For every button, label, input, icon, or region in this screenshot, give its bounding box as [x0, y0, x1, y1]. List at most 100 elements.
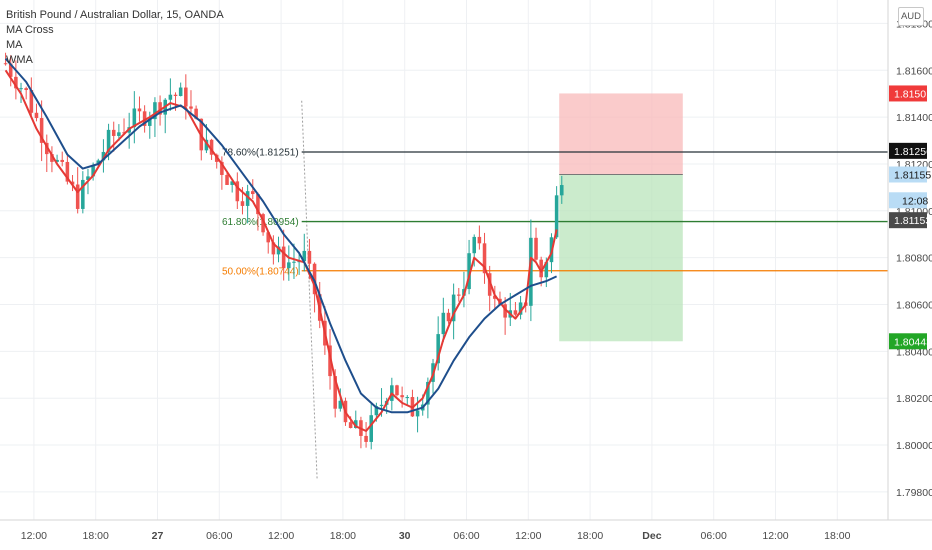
- candle-body: [560, 185, 564, 196]
- currency-button[interactable]: AUD: [898, 7, 924, 26]
- candle-body: [256, 194, 260, 215]
- x-tick-label: 18:00: [330, 530, 356, 542]
- candle-body: [240, 201, 245, 206]
- candle-body: [101, 151, 106, 161]
- candle-body: [137, 108, 142, 112]
- price-badge-label: 12:08: [902, 195, 928, 207]
- y-tick-label: 1.80800: [896, 253, 932, 265]
- candle-body: [312, 263, 317, 295]
- price-badge-label: 1.81155: [894, 170, 931, 182]
- price-badge-bg: [889, 333, 927, 350]
- candle-body: [379, 404, 384, 407]
- candle-body: [19, 88, 23, 90]
- chart-legend: British Pound / Australian Dollar, 15, O…: [6, 8, 224, 68]
- candle-body: [374, 406, 379, 416]
- take-profit-zone: [559, 174, 683, 342]
- candle-body: [395, 385, 399, 396]
- candle-body: [117, 132, 121, 136]
- x-tick-label: 18:00: [83, 530, 109, 542]
- candles: [3, 52, 564, 450]
- price-axis: [888, 0, 932, 550]
- candle-body: [287, 262, 291, 269]
- stop-loss-zone: [559, 93, 683, 175]
- candle-body: [50, 154, 54, 162]
- candle-body: [173, 94, 178, 96]
- candle-body: [235, 181, 240, 202]
- candle-body: [348, 422, 353, 428]
- indicator-wma[interactable]: WMA: [6, 54, 33, 66]
- moving-average-wma: [4, 57, 558, 414]
- candle-body: [184, 87, 188, 107]
- candle-body: [75, 184, 80, 209]
- candle-body: [426, 381, 430, 405]
- candle-body: [467, 253, 471, 290]
- price-badge-label: 1.81501: [894, 88, 932, 100]
- candle-body: [91, 165, 95, 177]
- candle-body: [39, 118, 44, 143]
- candle-body: [281, 246, 286, 269]
- indicator-ma-cross[interactable]: MA Cross: [6, 24, 54, 36]
- candle-body: [55, 159, 59, 162]
- y-tick-label: 1.80200: [896, 393, 932, 405]
- candle-body: [29, 90, 34, 113]
- candle-body: [364, 435, 368, 442]
- x-tick-label: 12:00: [21, 530, 47, 542]
- grid-lines: [0, 0, 888, 520]
- price-badge: 1.81501: [889, 85, 932, 102]
- candle-body: [493, 295, 497, 299]
- candle-body: [441, 312, 446, 335]
- candle-body: [446, 312, 451, 322]
- x-tick-label: 12:00: [762, 530, 788, 542]
- y-tick-label: 1.80000: [896, 440, 932, 452]
- x-tick-label: 12:00: [515, 530, 541, 542]
- candle-body: [34, 112, 39, 119]
- candle-body: [477, 236, 482, 244]
- candle-body: [554, 195, 559, 238]
- x-tick-label: 18:00: [577, 530, 603, 542]
- x-tick-label: 06:00: [206, 530, 232, 542]
- candle-body: [70, 181, 75, 185]
- candle-body: [45, 142, 49, 155]
- price-badge-bg: [889, 85, 927, 102]
- fib-anchor-line: [301, 100, 318, 481]
- candle-body: [220, 161, 224, 175]
- price-badge-bg: [889, 212, 927, 229]
- candle-body: [14, 76, 18, 89]
- price-badge-label: 1.81256: [894, 146, 932, 158]
- candle-body: [534, 237, 538, 260]
- x-tick-label: 06:00: [701, 530, 727, 542]
- symbol-title: British Pound / Australian Dollar, 15, O…: [6, 9, 224, 21]
- time-axis: [0, 520, 932, 550]
- price-badge-bg: [889, 166, 927, 183]
- candle-body: [158, 102, 162, 115]
- price-badge-label: 1.80443: [894, 336, 932, 348]
- candle-body: [225, 174, 229, 185]
- candle-body: [81, 179, 85, 209]
- candle-body: [142, 111, 147, 126]
- candle-body: [292, 261, 296, 263]
- candle-body: [333, 376, 337, 409]
- price-badge: 1.80443: [889, 333, 932, 350]
- candle-body: [111, 129, 116, 136]
- candle-body: [328, 345, 332, 377]
- candle-body: [271, 242, 276, 255]
- x-tick-label: 06:00: [453, 530, 479, 542]
- candle-body: [436, 334, 440, 364]
- y-tick-label: 1.81400: [896, 112, 932, 124]
- indicator-ma[interactable]: MA: [6, 39, 23, 51]
- candle-body: [405, 397, 410, 399]
- candle-body: [472, 236, 476, 254]
- candle-body: [251, 191, 255, 195]
- candle-body: [307, 250, 312, 264]
- candle-body: [245, 191, 250, 206]
- y-tick-label: 1.79800: [896, 487, 932, 499]
- candle-body: [354, 420, 358, 428]
- price-badge-bg: [889, 142, 927, 159]
- candle-body: [106, 129, 111, 152]
- candle-body: [400, 395, 404, 398]
- candle-body: [276, 246, 281, 255]
- y-tick-label: 1.81600: [896, 65, 932, 77]
- candle-body: [148, 119, 152, 126]
